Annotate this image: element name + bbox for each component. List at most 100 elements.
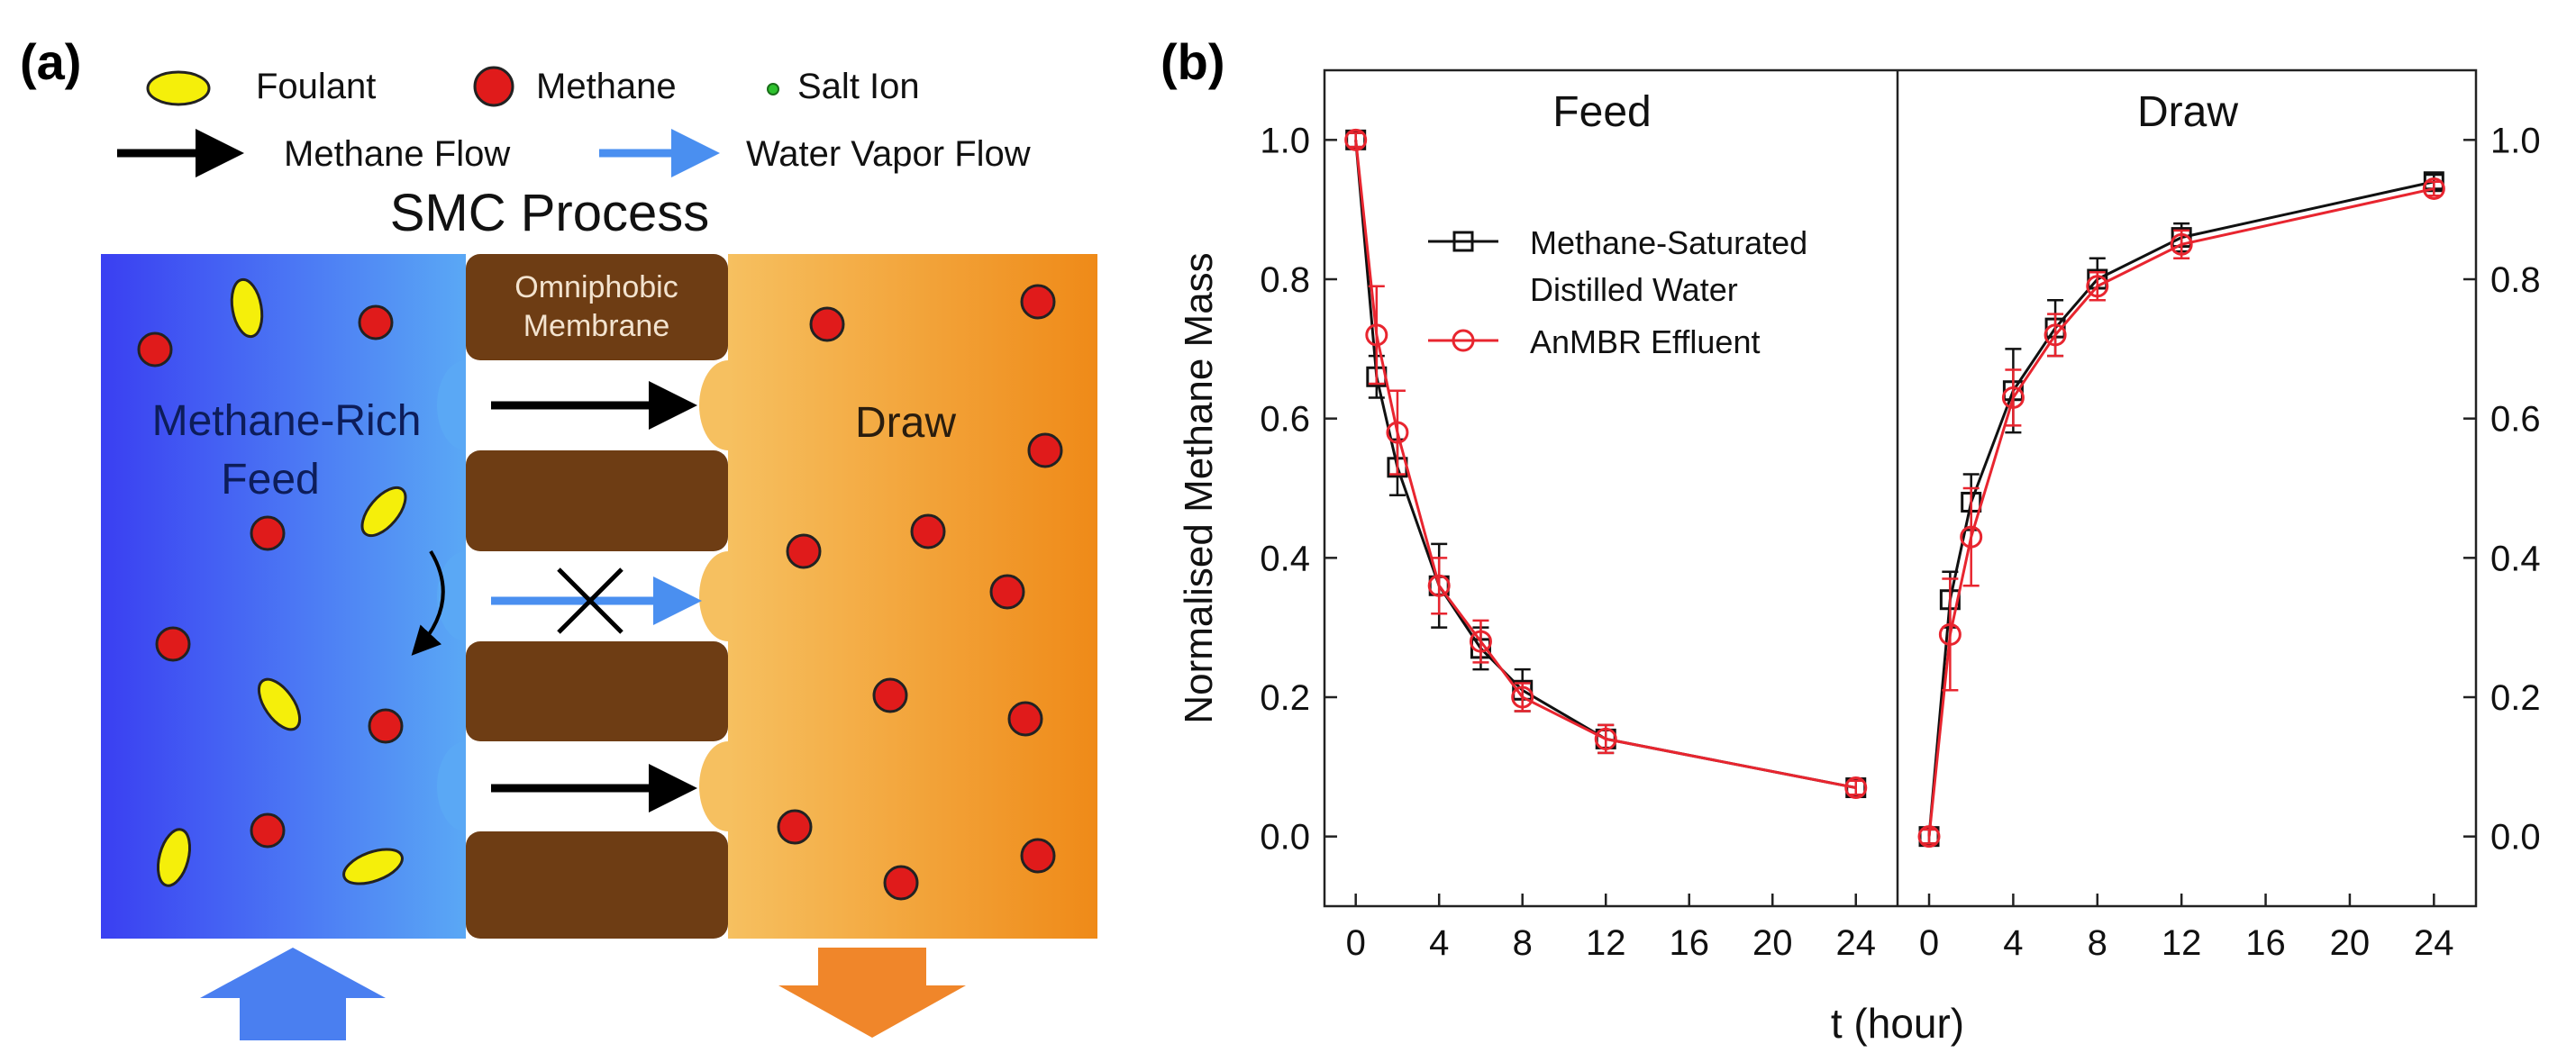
fouling-curved-arrow — [411, 549, 445, 656]
data-point-circle — [1344, 128, 1368, 151]
feed-foulants — [156, 277, 407, 887]
legend-label-distilled-line2: Distilled Water — [1530, 271, 1738, 308]
series-line-feed-anmbr — [1354, 140, 1857, 790]
x-tick-label-feed: 16 — [1669, 923, 1709, 963]
data-point-circle — [1938, 622, 1962, 646]
x-tick-label-draw: 20 — [2330, 923, 2371, 963]
methane-molecule — [1027, 432, 1063, 468]
draw-subplot-title: Draw — [2137, 88, 2238, 136]
methane-molecule — [368, 708, 404, 744]
methane-molecule — [250, 812, 286, 849]
blocked-cross-icon — [557, 567, 624, 634]
methane-molecule — [250, 515, 286, 551]
smc-process-title: SMC Process — [390, 184, 710, 242]
x-tick-label-feed: 12 — [1586, 923, 1626, 963]
x-tick-label-draw: 8 — [2088, 923, 2107, 963]
membrane-label-line1: Omniphobic — [514, 270, 678, 304]
legend-marker-circle — [1452, 329, 1475, 352]
y-tick-label-right: 0.0 — [2490, 818, 2541, 858]
methane-molecule — [910, 513, 946, 549]
draw-label: Draw — [855, 399, 956, 447]
data-point-circle — [2086, 275, 2109, 298]
feed-meniscus-1 — [437, 360, 466, 450]
feed-subplot-title: Feed — [1552, 88, 1651, 136]
feed-label-line1: Methane-Rich — [152, 397, 422, 445]
legend-label-anmbr: AnMBR Effluent — [1530, 323, 1760, 360]
legend-water-vapor-flow-label: Water Vapor Flow — [746, 134, 1031, 174]
membrane-label-line2: Membrane — [523, 309, 670, 343]
data-point-circle — [2422, 177, 2445, 200]
feed-methane-molecules — [137, 304, 404, 849]
membrane-block-4 — [466, 831, 728, 939]
membrane-block-1 — [466, 254, 728, 360]
series-line-draw-anmbr — [1927, 187, 2435, 837]
x-axis-label: t (hour) — [1831, 1000, 1964, 1047]
x-tick-label-draw: 4 — [2003, 923, 2023, 963]
chart-legend: Methane-Saturated Distilled Water AnMBR … — [1428, 224, 1807, 360]
y-tick-label-left: 0.8 — [1260, 260, 1310, 300]
methane-molecule — [809, 306, 845, 342]
x-tick-label-draw: 16 — [2245, 923, 2286, 963]
data-point-circle — [1469, 630, 1492, 653]
data-point-circle — [1960, 525, 1983, 549]
data-point-circle — [2001, 386, 2025, 409]
data-point-circle — [2044, 323, 2067, 347]
data-point-circle — [1427, 574, 1451, 597]
data-point-circle — [1365, 323, 1388, 347]
legend-marker-square — [1452, 231, 1474, 252]
foulant-particle — [156, 828, 192, 887]
y-tick-label-right: 0.6 — [2490, 400, 2541, 440]
foulant-legend-icon — [146, 70, 211, 106]
feed-inflow-arrow — [200, 948, 386, 1040]
data-point-circle — [1386, 421, 1409, 444]
y-tick-label-right: 0.8 — [2490, 260, 2541, 300]
data-point-circle — [1917, 825, 1941, 849]
x-tick-label-draw: 24 — [2414, 923, 2454, 963]
y-tick-label-left: 0.2 — [1260, 678, 1310, 718]
foulant-particle — [360, 486, 407, 538]
x-tick-label-draw: 0 — [1919, 923, 1939, 963]
x-tick-label-feed: 0 — [1346, 923, 1366, 963]
feed-meniscus-2 — [437, 551, 466, 641]
data-point-circle — [1844, 776, 1868, 800]
methane-legend-icon — [473, 66, 514, 107]
y-tick-label-left: 1.0 — [1260, 121, 1310, 160]
x-tick-label-feed: 24 — [1835, 923, 1876, 963]
methane-molecule — [1020, 284, 1056, 320]
legend-salt-ion-label: Salt Ion — [797, 67, 920, 106]
plot-frame — [1323, 68, 2478, 908]
methane-molecule — [155, 626, 191, 662]
methane-molecule — [872, 677, 908, 713]
y-tick-label-right: 1.0 — [2490, 121, 2541, 160]
data-point-circle — [2170, 232, 2193, 256]
methane-molecule — [137, 331, 173, 368]
legend-methane-flow-label: Methane Flow — [284, 134, 510, 174]
draw-outflow-arrow — [778, 948, 966, 1038]
legend-foulant-label: Foulant — [256, 67, 376, 106]
draw-meniscus-2 — [699, 551, 728, 641]
methane-molecule — [1007, 701, 1043, 737]
y-axis-label: Normalised Methane Mass — [1177, 252, 1221, 723]
y-tick-label-right: 0.2 — [2490, 678, 2541, 718]
methane-molecule — [883, 865, 919, 901]
x-tick-label-feed: 8 — [1513, 923, 1533, 963]
y-tick-label-left: 0.6 — [1260, 400, 1310, 440]
panel-a: (a) Foulant Methane Salt Ion Methane Flo… — [20, 33, 1097, 1040]
panel-a-label: (a) — [20, 33, 81, 90]
legend-methane-label: Methane — [536, 67, 677, 106]
membrane-block-3 — [466, 641, 728, 741]
panel-b-label: (b) — [1161, 33, 1225, 90]
y-tick-label-right: 0.4 — [2490, 539, 2541, 578]
foulant-particle — [230, 277, 264, 339]
x-tick-label-draw: 12 — [2162, 923, 2202, 963]
salt-ion-legend-icon — [767, 83, 779, 95]
feed-label-line2: Feed — [221, 456, 319, 504]
methane-molecule — [777, 809, 813, 845]
methane-molecule — [786, 533, 822, 569]
x-tick-label-feed: 4 — [1429, 923, 1449, 963]
chart-marks: 0 4 8 12 16 20 24 0.0 0.2 0.4 0.6 0.8 1.0 0 4 8 12 16 20 24… — [1260, 121, 2540, 963]
methane-molecule — [358, 304, 394, 340]
membrane-block-2 — [466, 450, 728, 551]
x-tick-label-feed: 20 — [1752, 923, 1793, 963]
